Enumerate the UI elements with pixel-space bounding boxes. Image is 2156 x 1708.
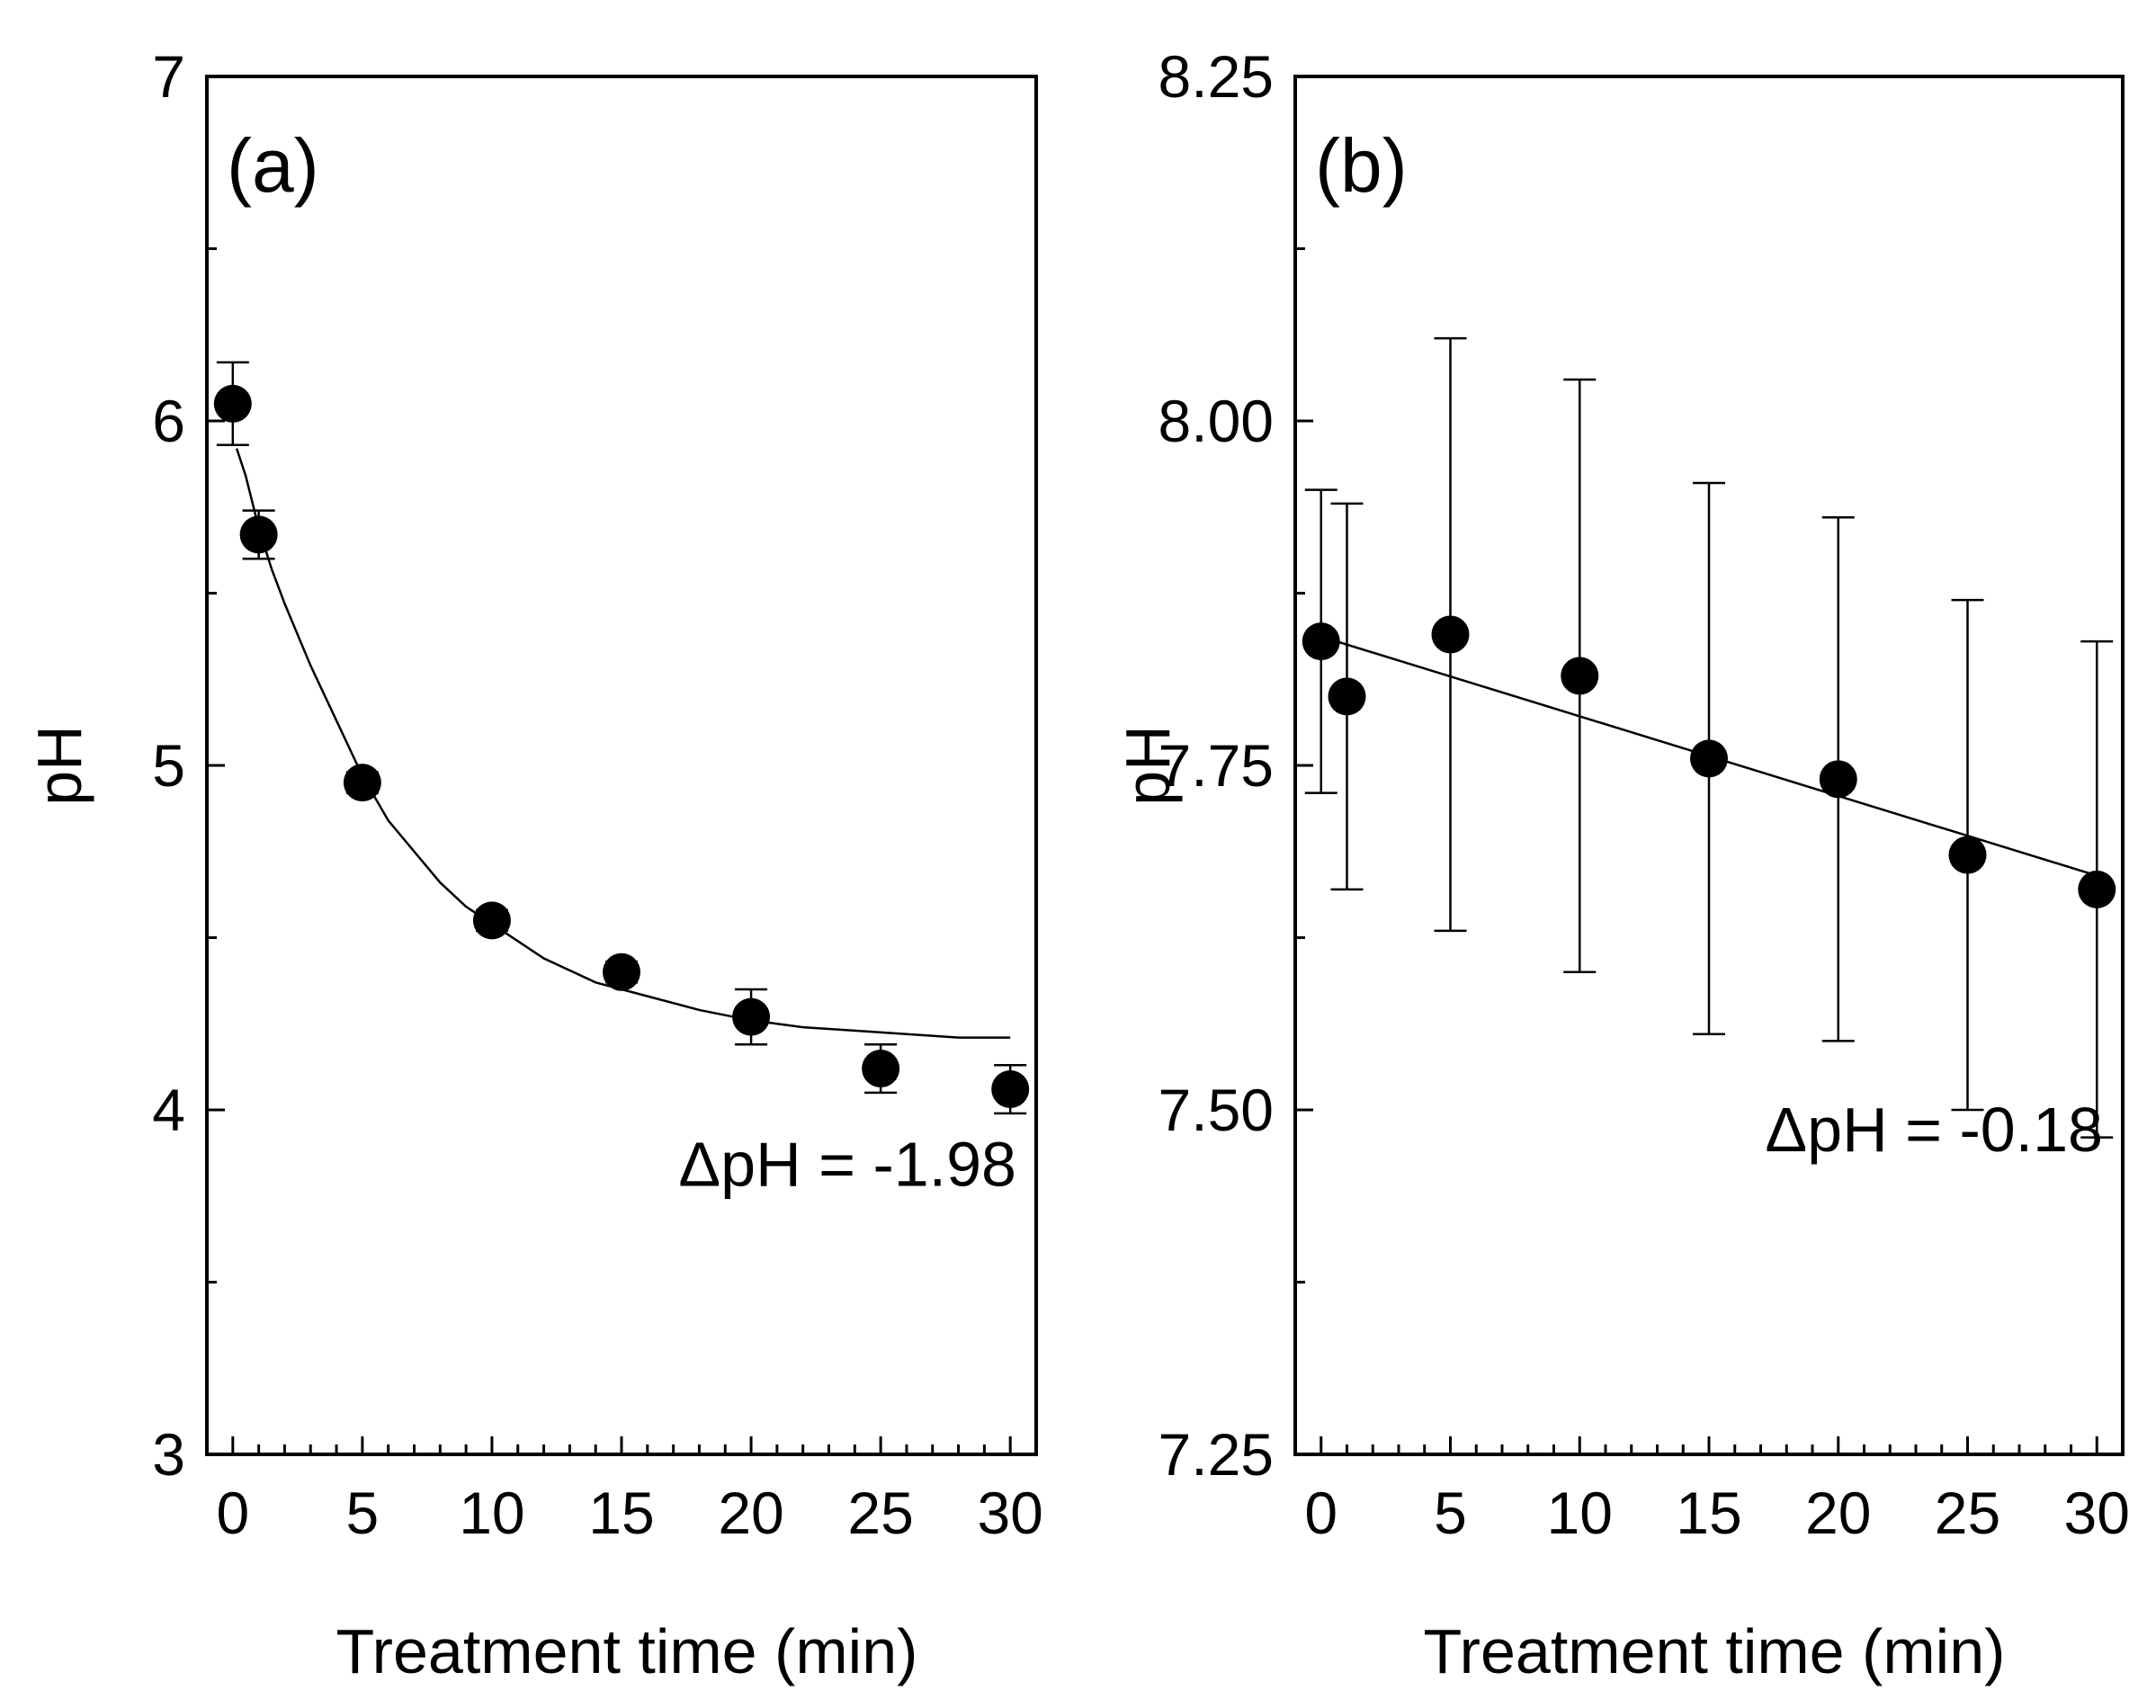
panel-a-x-tick-label: 25 — [847, 1480, 913, 1546]
panel-b-x-tick-label: 0 — [1304, 1480, 1337, 1546]
panel-a-data-point — [239, 515, 278, 554]
panel-b-x-tick-label: 5 — [1434, 1480, 1467, 1546]
panel-a-y-axis-title: pH — [24, 725, 94, 805]
panel-a: 0 5 10 15 20 25 30 3 4 5 6 7 Treatment time (min) pH (… — [24, 43, 1043, 1686]
panel-a-x-tick-label: 30 — [977, 1480, 1042, 1546]
panel-a-x-tick-label: 5 — [346, 1480, 380, 1546]
panel-a-y-tick-label: 3 — [152, 1421, 185, 1488]
panel-a-x-tick-label: 20 — [718, 1480, 783, 1546]
panel-a-delta-ph-annotation: ΔpH = -1.98 — [678, 1129, 1016, 1199]
panel-b-x-axis-title: Treatment time (min) — [1424, 1616, 2006, 1686]
panel-b-y-tick-label: 7.25 — [1159, 1421, 1274, 1488]
panel-b-data-point — [1302, 622, 1340, 661]
panel-b-data-point — [1561, 657, 1599, 695]
panel-b-x-tick-label: 15 — [1676, 1480, 1741, 1546]
panel-b-label: (b) — [1315, 123, 1408, 208]
panel-a-x-tick-label: 15 — [588, 1480, 654, 1546]
panel-a-y-tick-label: 4 — [152, 1077, 185, 1143]
panel-a-plot-frame — [205, 75, 1038, 1456]
panel-a-data-point — [603, 952, 640, 991]
panel-a-x-axis-title: Treatment time (min) — [336, 1616, 918, 1686]
panel-b-x-tick-label: 25 — [1935, 1480, 2000, 1546]
panel-b-y-tick-label: 8.25 — [1159, 43, 1274, 110]
panel-b-y-tick-label: 8.00 — [1159, 388, 1274, 454]
panel-b-y-tick-label: 7.75 — [1159, 732, 1274, 799]
panel-a-label: (a) — [227, 123, 319, 208]
panel-b-data-point — [1431, 615, 1470, 654]
panel-a-x-tick-label: 0 — [216, 1480, 249, 1546]
panel-a-y-tick-label: 5 — [152, 732, 185, 799]
panel-a-y-tick-label: 7 — [152, 43, 185, 110]
panel-a-y-tick-label: 6 — [152, 388, 185, 454]
panel-a-data-point — [343, 764, 381, 802]
panel-b-delta-ph-annotation: ΔpH = -0.18 — [1765, 1095, 2103, 1165]
panel-b-data-point — [1948, 836, 1987, 874]
panel-b-data-point — [2078, 870, 2116, 908]
panel-b-x-tick-label: 20 — [1805, 1480, 1871, 1546]
panel-b-x-tick-label: 30 — [2064, 1480, 2130, 1546]
panel-b-data-point — [1819, 760, 1857, 799]
panel-b-data-point — [1328, 677, 1366, 716]
panel-a-data-point — [862, 1050, 900, 1088]
panel-b-y-tick-label: 7.50 — [1159, 1077, 1274, 1143]
panel-a-data-point — [732, 997, 771, 1036]
panel-b-y-axis-title: pH — [1113, 725, 1183, 805]
panel-b-x-tick-label: 10 — [1547, 1480, 1613, 1546]
panel-a-data-point — [472, 901, 511, 940]
panel-b-data-point — [1690, 739, 1728, 778]
panel-a-data-point — [991, 1070, 1030, 1109]
panel-b: 0 5 10 15 20 25 30 7.25 7.50 7.75 8.00 8.25 Treatmen… — [1113, 43, 2130, 1686]
panel-a-data-point — [213, 384, 252, 423]
panel-a-fit-line — [235, 448, 1011, 1039]
panel-a-x-tick-label: 10 — [459, 1480, 524, 1546]
